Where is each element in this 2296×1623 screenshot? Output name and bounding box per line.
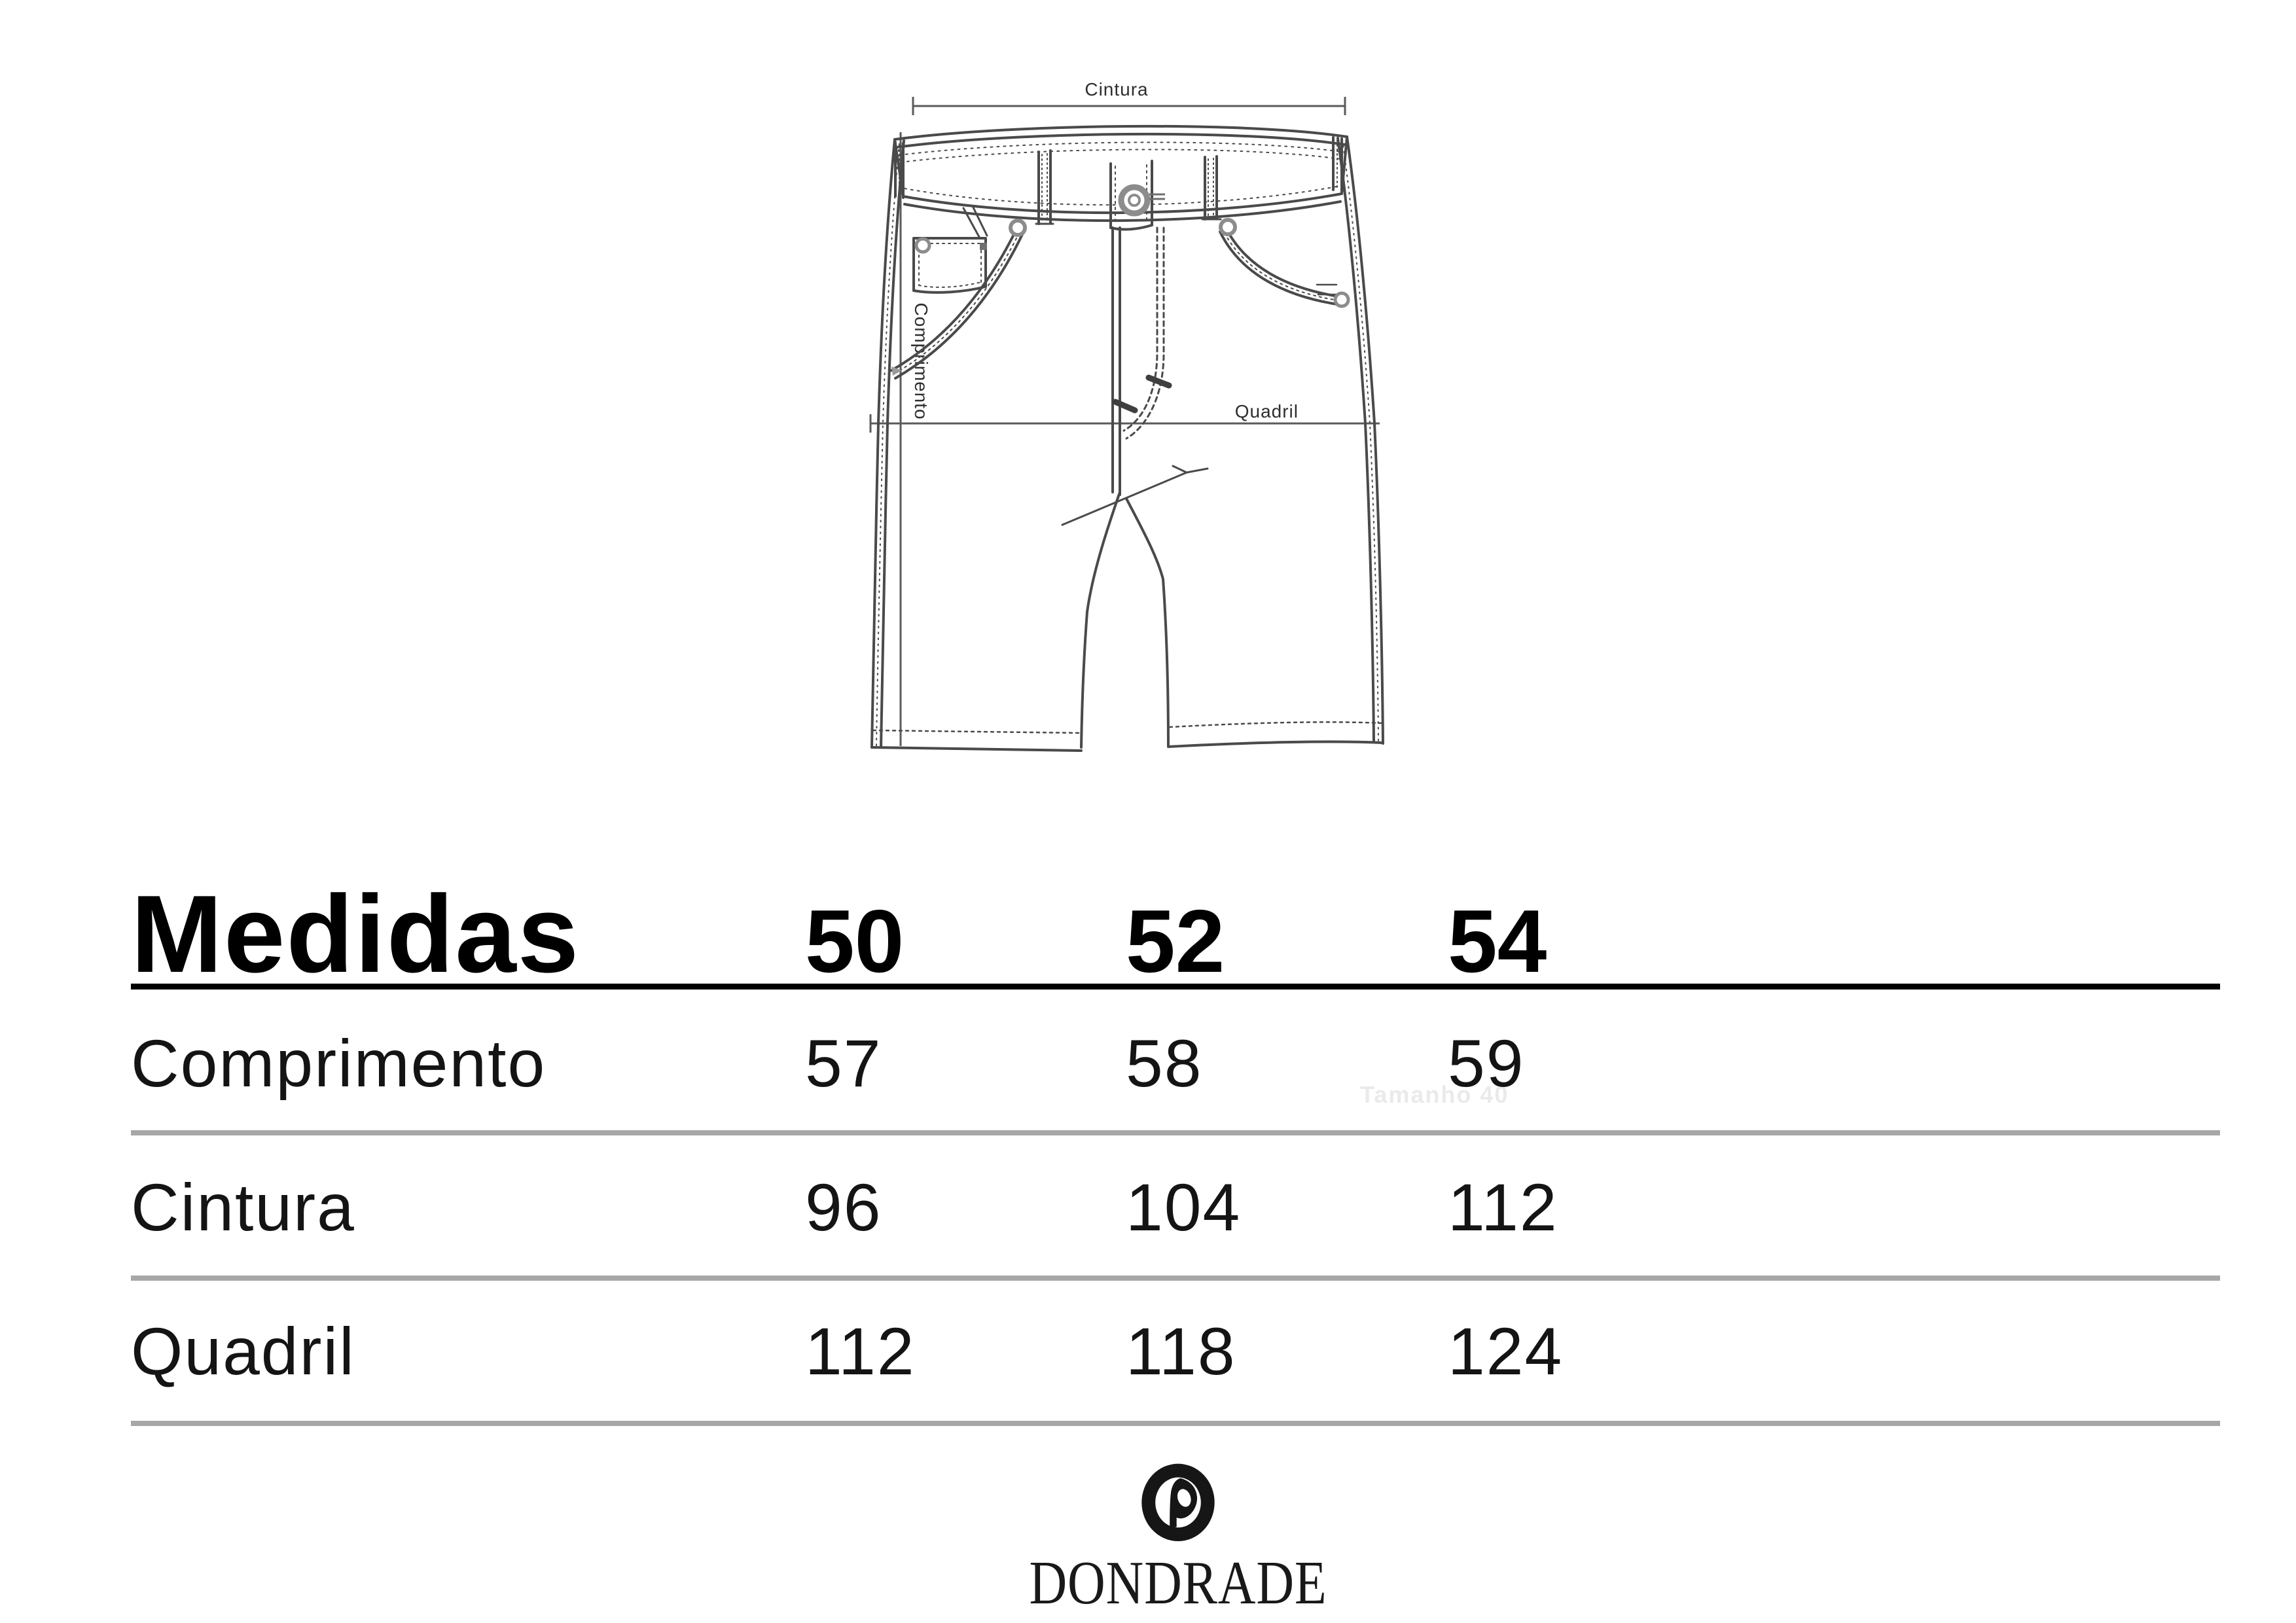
belt-loop xyxy=(1201,155,1222,221)
waist-label: Cintura xyxy=(1085,79,1148,99)
watermark-text: Tamanho 40 xyxy=(1360,1081,1509,1108)
size-header-54: 54 xyxy=(1448,891,1547,991)
table-cell: 112 xyxy=(1448,1170,1558,1245)
shorts-outline xyxy=(870,124,1384,752)
hip-measure-line xyxy=(869,414,1380,433)
row-divider xyxy=(131,1130,2220,1135)
shorts-technical-drawing: Cintura Comprimento Quadril xyxy=(869,79,1384,752)
size-header-52: 52 xyxy=(1126,891,1225,991)
button-icon xyxy=(1118,184,1165,217)
dondrade-logo-icon xyxy=(1141,1463,1215,1541)
row-label-cintura: Cintura xyxy=(131,1170,355,1245)
fly-placket xyxy=(1109,160,1153,231)
table-cell: 112 xyxy=(805,1314,916,1389)
table-cell: 118 xyxy=(1126,1314,1236,1389)
table-cell: 124 xyxy=(1448,1314,1564,1389)
left-pocket xyxy=(890,205,1025,380)
waist-measure-line xyxy=(912,97,1346,115)
row-divider xyxy=(131,1421,2220,1426)
table-title: Medidas xyxy=(131,872,581,995)
right-side-seam xyxy=(1336,135,1384,745)
hip-label: Quadril xyxy=(1235,401,1299,421)
row-label-quadril: Quadril xyxy=(131,1314,355,1389)
inner-leg-seams xyxy=(1080,491,1170,749)
table-cell: 58 xyxy=(1126,1026,1203,1101)
waistband xyxy=(893,124,1348,223)
belt-loop xyxy=(1035,149,1054,225)
table-cell: 104 xyxy=(1126,1170,1242,1245)
crease-marks xyxy=(1061,465,1209,526)
table-cell: 59 xyxy=(1448,1026,1525,1101)
left-hem xyxy=(870,729,1083,752)
pocket-bartack xyxy=(980,243,987,250)
right-hem xyxy=(1167,721,1384,748)
size-header-50: 50 xyxy=(805,891,905,991)
table-cell: 96 xyxy=(805,1170,882,1245)
fly-seam xyxy=(1111,226,1172,496)
row-divider xyxy=(131,1275,2220,1281)
row-label-comprimento: Comprimento xyxy=(131,1026,547,1101)
left-side-seam xyxy=(870,138,905,749)
brand-name: DONDRADE xyxy=(1029,1549,1327,1617)
table-cell: 57 xyxy=(805,1026,882,1101)
right-pocket xyxy=(1219,223,1344,306)
rivet-icon xyxy=(914,218,1350,308)
table-header-rule xyxy=(131,984,2220,990)
seam-notch xyxy=(891,366,902,376)
